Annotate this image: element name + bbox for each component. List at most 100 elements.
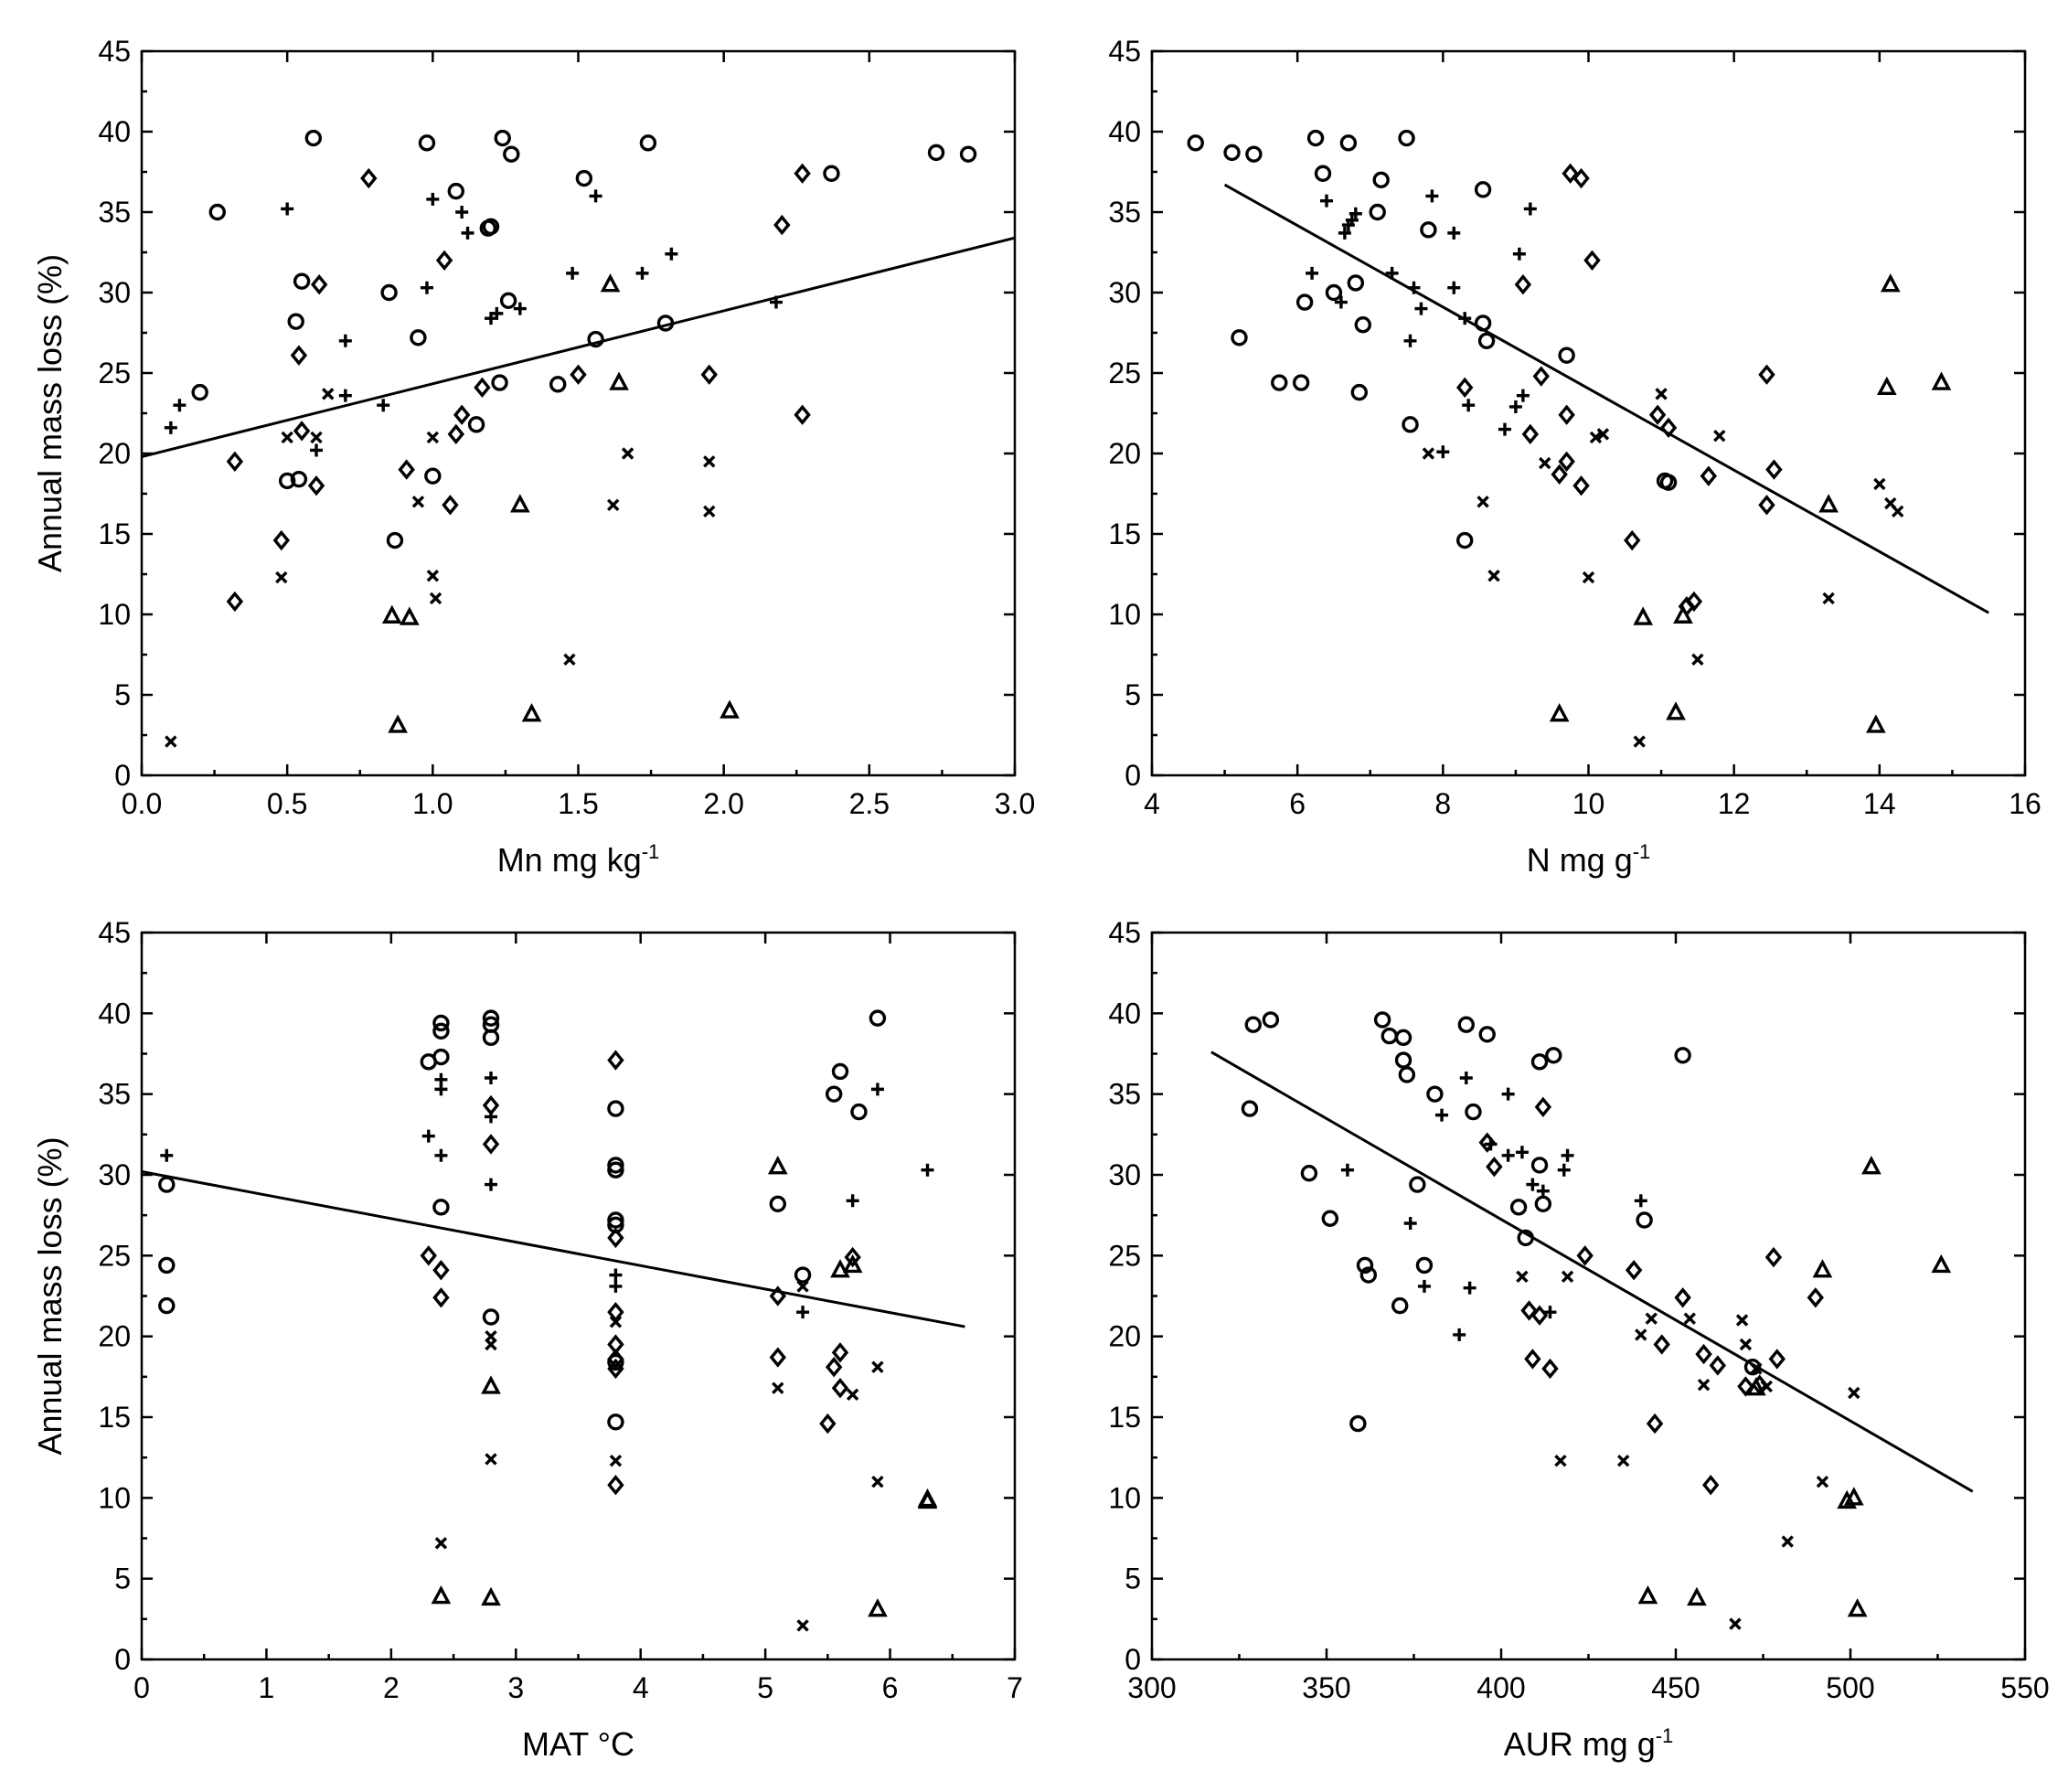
data-point-circle bbox=[1356, 1256, 1374, 1275]
data-point-plus bbox=[796, 1306, 810, 1319]
series-diamond bbox=[226, 163, 811, 613]
data-point-x bbox=[1760, 1380, 1774, 1393]
data-point-plus bbox=[1403, 334, 1417, 347]
data-point-circle bbox=[607, 1100, 624, 1117]
data-point-diamond bbox=[1695, 1343, 1712, 1365]
data-point-circle bbox=[1271, 374, 1288, 391]
data-point-circle bbox=[825, 1085, 843, 1103]
y-tick-label: 35 bbox=[1108, 196, 1141, 229]
data-point-triangle bbox=[1847, 1598, 1868, 1617]
data-point-diamond bbox=[1456, 377, 1474, 399]
data-point-circle bbox=[1369, 203, 1386, 221]
series-triangle bbox=[1549, 273, 1952, 733]
data-point-diamond bbox=[293, 421, 311, 442]
data-point-x bbox=[434, 1537, 448, 1550]
x-tick-label: 450 bbox=[1651, 1671, 1700, 1704]
data-point-x bbox=[1691, 653, 1704, 666]
data-point-diamond bbox=[1648, 404, 1667, 425]
y-tick-label: 10 bbox=[1108, 1481, 1141, 1514]
data-point-x bbox=[796, 1280, 809, 1293]
data-point-circle bbox=[1321, 1210, 1339, 1227]
data-point-plus bbox=[1334, 295, 1348, 309]
y-tick-label: 15 bbox=[1108, 1401, 1141, 1434]
data-point-x bbox=[772, 1381, 784, 1394]
data-point-circle bbox=[1380, 1027, 1398, 1045]
series-diamond bbox=[420, 1050, 861, 1496]
data-point-diamond bbox=[482, 1134, 500, 1155]
x-tick-label: 7 bbox=[1007, 1671, 1023, 1704]
data-point-triangle bbox=[431, 1584, 452, 1605]
data-point-circle bbox=[575, 169, 593, 187]
data-point-plus bbox=[513, 302, 527, 315]
data-point-diamond bbox=[700, 364, 718, 385]
y-tick-label: 5 bbox=[1125, 1563, 1141, 1595]
data-point-circle bbox=[607, 1413, 624, 1431]
data-point-circle bbox=[869, 1009, 887, 1027]
y-tick-label: 15 bbox=[98, 517, 131, 550]
x-tick-label: 0.0 bbox=[122, 787, 162, 820]
x-tick-label: 400 bbox=[1476, 1671, 1525, 1704]
data-point-plus bbox=[870, 1083, 884, 1096]
data-point-diamond bbox=[1709, 1355, 1727, 1376]
data-point-diamond bbox=[1653, 1334, 1670, 1355]
series-diamond bbox=[1456, 163, 1783, 617]
data-point-plus bbox=[1516, 389, 1530, 402]
data-point-x bbox=[1596, 428, 1610, 441]
plot-frame bbox=[1150, 931, 2027, 1661]
data-point-circle bbox=[467, 416, 485, 433]
data-point-circle bbox=[304, 129, 323, 147]
data-point-diamond bbox=[1514, 274, 1532, 295]
data-point-circle bbox=[208, 203, 226, 221]
data-point-triangle bbox=[868, 1598, 888, 1617]
x-tick-label: 4 bbox=[1144, 787, 1160, 820]
data-point-triangle bbox=[1843, 1487, 1864, 1506]
data-point-circle bbox=[1636, 1211, 1653, 1229]
series-circle bbox=[158, 1009, 887, 1431]
data-point-circle bbox=[287, 313, 304, 330]
x-tick-label: 2 bbox=[383, 1671, 400, 1704]
series-triangle bbox=[431, 1156, 938, 1617]
x-tick-label: 10 bbox=[1572, 787, 1605, 820]
data-point-plus bbox=[1523, 202, 1537, 216]
data-point-triangle bbox=[1931, 371, 1952, 390]
data-point-circle bbox=[1474, 181, 1492, 198]
data-point-diamond bbox=[831, 1342, 849, 1363]
series-circle bbox=[191, 129, 977, 549]
data-point-diamond bbox=[825, 1357, 843, 1378]
data-point-plus bbox=[1447, 226, 1461, 240]
data-point-diamond bbox=[1807, 1287, 1825, 1308]
data-point-plus bbox=[1407, 281, 1421, 294]
data-point-x bbox=[1697, 1378, 1711, 1392]
data-point-plus bbox=[338, 389, 352, 402]
data-point-diamond bbox=[831, 1378, 849, 1399]
data-point-plus bbox=[1501, 1148, 1515, 1162]
data-point-triangle bbox=[481, 1586, 501, 1606]
data-point-triangle bbox=[400, 606, 420, 625]
data-point-diamond bbox=[607, 1227, 624, 1249]
data-point-triangle bbox=[481, 1375, 501, 1394]
data-point-x bbox=[1816, 1475, 1829, 1488]
data-point-circle bbox=[850, 1103, 868, 1121]
data-point-diamond bbox=[1562, 163, 1579, 184]
data-point-triangle bbox=[1687, 1586, 1707, 1606]
data-point-plus bbox=[1501, 1087, 1515, 1101]
data-point-circle bbox=[1347, 274, 1365, 292]
data-point-circle bbox=[1314, 165, 1332, 182]
data-point-circle bbox=[1457, 1016, 1476, 1033]
data-point-circle bbox=[1394, 1029, 1412, 1047]
x-axis-title: N mg g-1 bbox=[1527, 840, 1651, 879]
series-triangle bbox=[1637, 1156, 1952, 1617]
data-point-circle bbox=[424, 467, 442, 485]
x-tick-label: 6 bbox=[882, 1671, 899, 1704]
data-point-circle bbox=[831, 1062, 849, 1081]
x-axis-title: AUR mg g-1 bbox=[1504, 1724, 1674, 1763]
data-point-diamond bbox=[1701, 1475, 1720, 1496]
data-point-x bbox=[1582, 571, 1595, 584]
y-tick-label: 0 bbox=[114, 759, 131, 792]
series-circle bbox=[1241, 1011, 1762, 1433]
data-point-diamond bbox=[1524, 1349, 1541, 1370]
data-point-circle bbox=[1306, 129, 1325, 147]
data-point-diamond bbox=[432, 1287, 450, 1308]
y-tick-label: 15 bbox=[98, 1401, 131, 1434]
data-point-x bbox=[485, 1329, 497, 1343]
